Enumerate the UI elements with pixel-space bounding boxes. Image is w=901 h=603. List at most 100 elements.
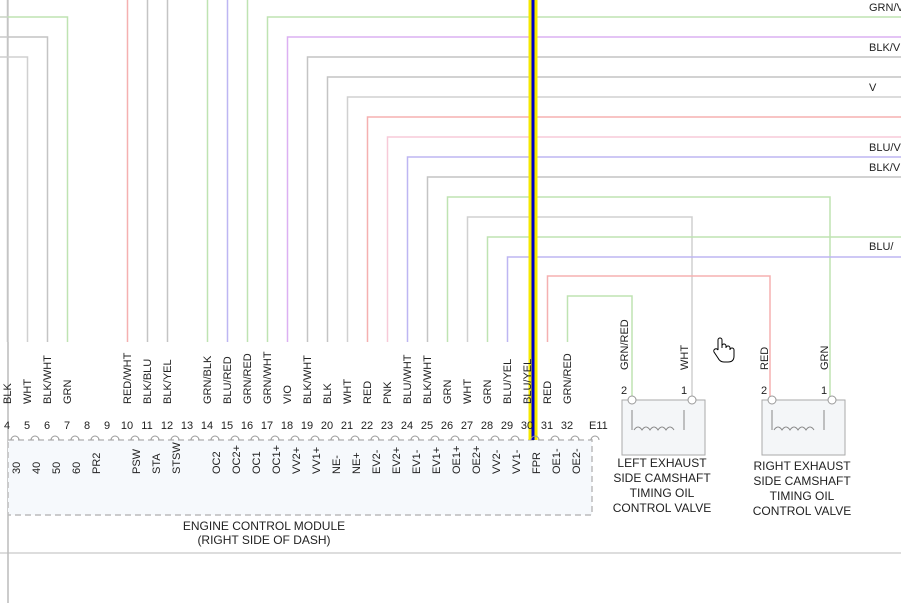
pin-contact (170, 435, 180, 441)
wire-color-label: WHT (342, 379, 354, 404)
ecm-label: ENGINE CONTROL MODULE (183, 519, 345, 533)
pin-number: 18 (281, 420, 293, 432)
pin-contact (390, 435, 400, 441)
wire-color-label: BLU/YEL (502, 359, 514, 404)
terminal-label: PR2 (91, 453, 103, 474)
pin-number: 9 (104, 420, 110, 432)
terminal-label: 60 (71, 462, 83, 474)
wire (566, 295, 633, 398)
pin-contact (530, 435, 540, 441)
wire-color-label: BLU/YEL (522, 359, 534, 404)
valve-label: SIDE CAMSHAFT (753, 474, 851, 488)
pin-contact (430, 435, 440, 441)
wire-color-label: WHT (22, 379, 34, 404)
pin-contact (550, 435, 560, 441)
wire-color-label: V (869, 82, 877, 94)
wire-color-label: GRN (819, 346, 831, 371)
wire-color-label: BLK/WHT (302, 355, 314, 404)
wire (506, 256, 901, 342)
terminal-label: VV1- (511, 449, 523, 474)
wire (0, 16, 69, 342)
wire (366, 116, 901, 342)
terminal-label: NE+ (351, 452, 363, 474)
wire (546, 275, 771, 398)
terminal-label: OC2 (211, 451, 223, 474)
wire-color-label: BLK/BLU (142, 359, 154, 404)
terminal-label: EV2+ (391, 447, 403, 474)
terminal-label: OC2+ (231, 445, 243, 474)
wire-color-label: GRN/V (869, 2, 901, 14)
wire-color-label: BLK/WHT (42, 355, 54, 404)
pin-contact (230, 435, 240, 441)
pin-number: 24 (401, 420, 413, 432)
wire-color-label: GRN/WHT (262, 351, 274, 404)
pin-contact (270, 435, 280, 441)
terminal-label: EV2- (371, 449, 383, 474)
pin-number: 15 (221, 420, 233, 432)
pin-number: 27 (461, 420, 473, 432)
wire-color-label: GRN/BLK (202, 355, 214, 404)
pin-contact (250, 435, 260, 441)
wire (0, 36, 49, 342)
wire-color-label: WHT (462, 379, 474, 404)
valve-label: TIMING OIL (770, 489, 835, 503)
ecm-box (7, 439, 593, 516)
wire (386, 136, 901, 342)
valve-label: CONTROL VALVE (753, 504, 851, 518)
pin-number: 1 (681, 385, 687, 397)
wire-color-label: WHT (679, 345, 691, 370)
terminal-label: OC1 (251, 451, 263, 474)
terminal-label: OC1+ (271, 445, 283, 474)
pin-number: 30 (521, 420, 533, 432)
pin-contact (590, 435, 600, 441)
wire (266, 16, 901, 342)
wire-color-label: BLU/RED (222, 356, 234, 404)
wire-color-label: GRN (442, 380, 454, 405)
coil-symbol (631, 410, 685, 431)
pin-contact (370, 435, 380, 441)
pin-contact (410, 435, 420, 441)
pin-number: 17 (261, 420, 273, 432)
pin-number: 25 (421, 420, 433, 432)
wire-color-label: BLK/V (869, 42, 901, 54)
terminal-label: VV1+ (311, 447, 323, 474)
terminal-label: 40 (31, 462, 43, 474)
wire (406, 156, 901, 342)
pin-contact (627, 395, 637, 405)
wire-color-label: BLK/V (869, 162, 901, 174)
pin-number: 7 (64, 420, 70, 432)
pin-number: 22 (361, 420, 373, 432)
wire-color-label: BLK/YEL (162, 359, 174, 404)
wire-color-label: GRN/RED (562, 353, 574, 404)
wire-color-label: PNK (382, 381, 394, 404)
wire-color-label: GRN (62, 380, 74, 405)
pin-number: 10 (121, 420, 133, 432)
wire-color-label: BLK/WHT (422, 355, 434, 404)
wire-color-label: RED (542, 381, 554, 404)
valve-label: LEFT EXHAUST (617, 456, 707, 470)
pin-contact (10, 435, 20, 441)
pin-contact (30, 435, 40, 441)
wire-color-label: RED/WHT (122, 352, 134, 404)
pin-contact (450, 435, 460, 441)
pin-number: 29 (501, 420, 513, 432)
wire-color-label: GRN (482, 380, 494, 405)
pin-number: 19 (301, 420, 313, 432)
terminal-label: NE- (331, 455, 343, 474)
cursor (713, 337, 735, 363)
pin-contact (110, 435, 120, 441)
wire-color-label: RED (362, 381, 374, 404)
pin-number: 16 (241, 420, 253, 432)
valve-label: RIGHT EXHAUST (753, 459, 851, 473)
terminal-label: EV1- (411, 449, 423, 474)
wire-color-label: BLK (322, 383, 334, 404)
wire (286, 36, 901, 342)
wire-color-label: GRN/RED (619, 319, 631, 370)
terminal-label: PSW (131, 448, 143, 474)
terminal-label: EV1+ (431, 447, 443, 474)
pin-contact (350, 435, 360, 441)
pin-contact (490, 435, 500, 441)
pin-contact (70, 435, 80, 441)
terminal-label: STA (151, 453, 163, 474)
